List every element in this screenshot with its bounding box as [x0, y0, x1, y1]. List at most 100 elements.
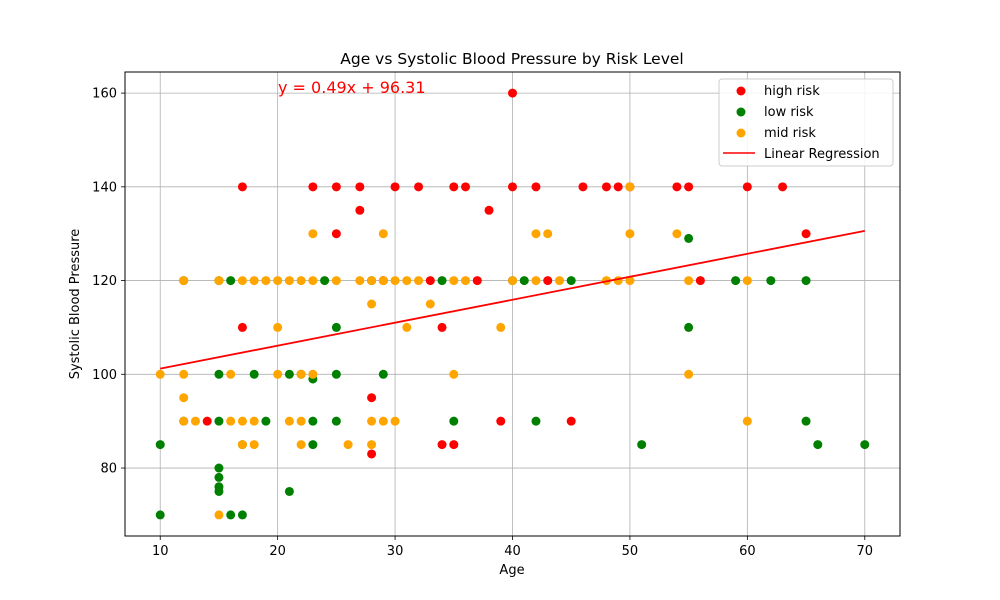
point-low-risk [860, 440, 870, 450]
point-mid-risk [273, 276, 283, 286]
point-high-risk [578, 182, 588, 192]
y-axis-label: Systolic Blood Pressure [68, 229, 83, 380]
point-mid-risk [214, 510, 224, 520]
ticks-layer: 10 20 30 40 50 60 70 80 100 120 140 160 [92, 87, 873, 559]
point-high-risk [367, 393, 377, 403]
point-mid-risk [261, 276, 271, 286]
point-low-risk [437, 276, 447, 286]
point-mid-risk [402, 322, 412, 332]
point-low-risk [566, 276, 576, 286]
point-low-risk [766, 276, 776, 286]
point-high-risk [508, 182, 517, 192]
point-high-risk [331, 182, 341, 192]
point-low-risk [214, 369, 224, 379]
point-mid-risk [226, 416, 236, 426]
point-mid-risk [496, 322, 506, 332]
point-low-risk [226, 510, 236, 520]
point-mid-risk [237, 440, 247, 450]
point-low-risk [214, 486, 224, 496]
point-high-risk [566, 416, 576, 426]
point-low-risk [237, 510, 247, 520]
point-low-risk [214, 463, 224, 473]
point-mid-risk [308, 229, 318, 239]
legend-marker-low-risk [736, 107, 746, 117]
point-high-risk [237, 182, 247, 192]
point-mid-risk [296, 440, 306, 450]
point-mid-risk [449, 276, 459, 286]
point-high-risk [613, 182, 623, 192]
point-high-risk [472, 276, 482, 286]
point-mid-risk [249, 276, 259, 286]
point-high-risk [778, 182, 788, 192]
legend-label-high-risk: high risk [764, 84, 820, 99]
point-mid-risk [179, 416, 189, 426]
point-mid-risk [308, 369, 318, 379]
point-high-risk [742, 182, 752, 192]
x-tick-label: 50 [622, 544, 639, 559]
point-mid-risk [284, 276, 294, 286]
point-mid-risk [625, 276, 635, 286]
point-high-risk [414, 182, 424, 192]
point-mid-risk [273, 369, 283, 379]
point-mid-risk [284, 416, 294, 426]
point-mid-risk [155, 369, 165, 379]
point-high-risk [496, 416, 506, 426]
point-mid-risk [367, 416, 377, 426]
y-tick-label: 120 [92, 274, 117, 289]
legend-marker-mid-risk [736, 128, 746, 138]
point-mid-risk [179, 276, 189, 286]
legend-marker-high-risk [736, 86, 746, 96]
point-high-risk [484, 205, 494, 215]
point-mid-risk [672, 229, 682, 239]
x-tick-label: 70 [856, 544, 873, 559]
point-mid-risk [461, 276, 471, 286]
point-mid-risk [308, 276, 318, 286]
point-low-risk [331, 369, 341, 379]
point-mid-risk [449, 369, 459, 379]
point-mid-risk [402, 276, 412, 286]
point-high-risk [355, 205, 365, 215]
y-tick-label: 160 [92, 87, 117, 102]
regression-line [160, 229, 865, 370]
point-mid-risk [214, 276, 224, 286]
point-high-risk [355, 182, 365, 192]
point-low-risk [284, 486, 294, 496]
point-high-risk [508, 88, 517, 98]
point-low-risk [284, 369, 294, 379]
point-high-risk [543, 276, 553, 286]
point-high-risk [425, 276, 435, 286]
point-high-risk [390, 182, 400, 192]
points-layer [155, 88, 870, 520]
point-low-risk [214, 472, 224, 482]
point-mid-risk [296, 369, 306, 379]
point-low-risk [637, 440, 647, 450]
point-mid-risk [179, 393, 189, 403]
point-mid-risk [331, 276, 341, 286]
point-low-risk [308, 440, 318, 450]
x-tick-label: 30 [387, 544, 404, 559]
point-mid-risk [296, 416, 306, 426]
x-tick-label: 20 [269, 544, 286, 559]
legend-label-mid-risk: mid risk [764, 126, 816, 141]
point-low-risk [320, 276, 330, 286]
point-high-risk [437, 440, 447, 450]
point-low-risk [531, 416, 541, 426]
point-low-risk [813, 440, 823, 450]
legend-label-low-risk: low risk [764, 105, 814, 120]
point-mid-risk [226, 369, 236, 379]
x-tick-label: 40 [504, 544, 521, 559]
point-high-risk [695, 276, 705, 286]
point-mid-risk [531, 229, 541, 239]
point-mid-risk [367, 276, 377, 286]
y-tick-label: 80 [100, 462, 117, 477]
point-mid-risk [684, 369, 694, 379]
point-mid-risk [367, 440, 377, 450]
point-mid-risk [355, 276, 365, 286]
point-high-risk [461, 182, 471, 192]
point-low-risk [261, 416, 271, 426]
y-tick-label: 140 [92, 180, 117, 195]
point-high-risk [308, 182, 318, 192]
point-mid-risk [543, 229, 553, 239]
point-low-risk [226, 276, 236, 286]
point-low-risk [801, 276, 811, 286]
